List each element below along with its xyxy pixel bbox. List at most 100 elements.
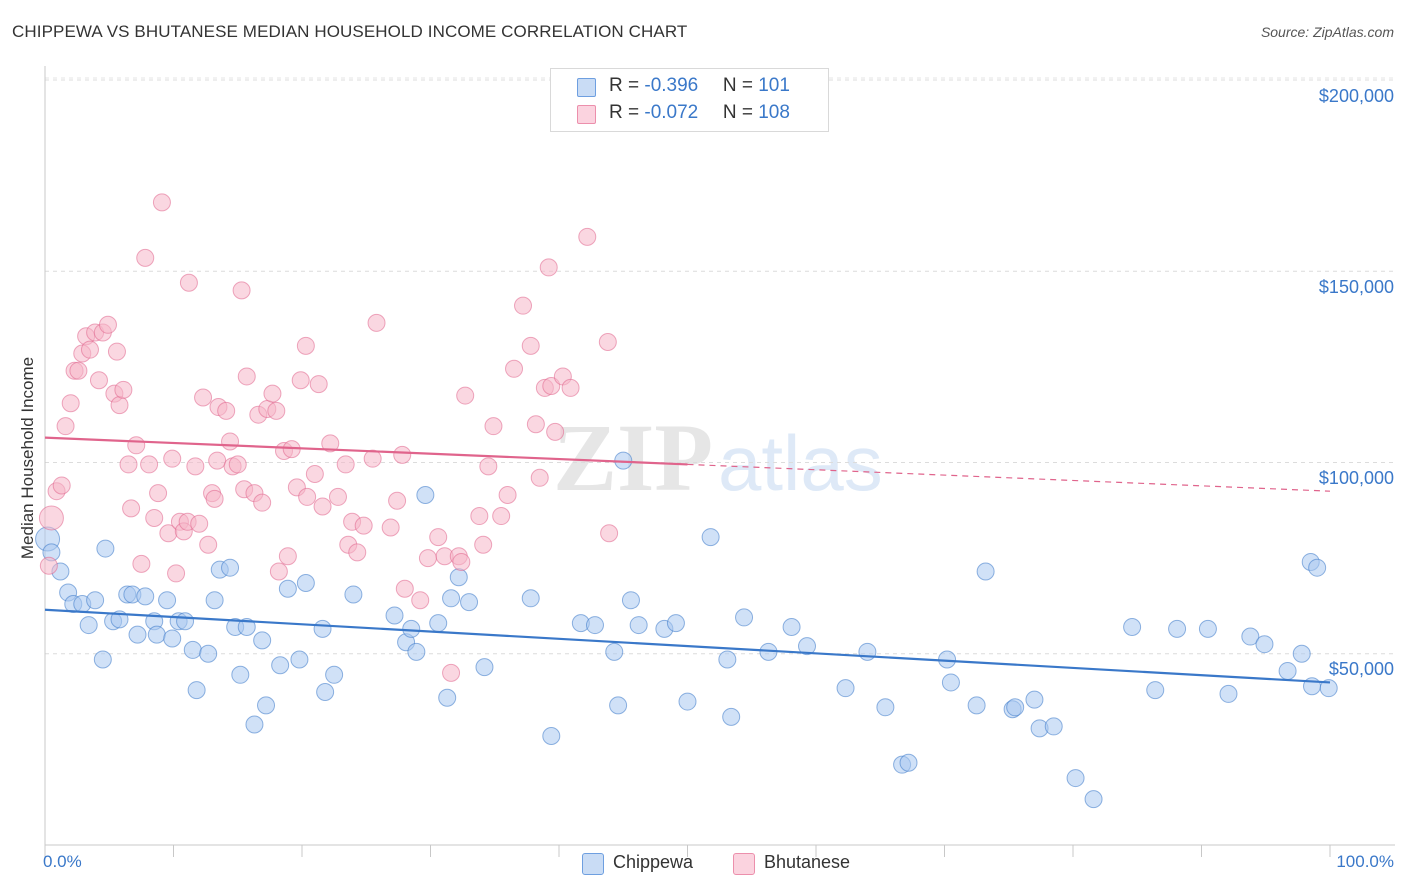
point-bhutanese bbox=[321, 434, 340, 453]
point-chippewa bbox=[967, 696, 986, 715]
legend-r-label: R = bbox=[609, 75, 645, 96]
correlation-legend: R = -0.396 N = 101 R = -0.072 N = 108 bbox=[550, 68, 829, 132]
legend-r-value: -0.396 bbox=[644, 75, 699, 96]
point-chippewa bbox=[253, 631, 272, 650]
point-chippewa bbox=[429, 614, 448, 633]
point-bhutanese bbox=[149, 484, 168, 503]
point-bhutanese bbox=[145, 508, 164, 527]
point-bhutanese bbox=[442, 663, 461, 682]
legend-n-value: 101 bbox=[758, 75, 790, 96]
legend-r-label: R = bbox=[609, 102, 645, 123]
point-bhutanese bbox=[205, 489, 224, 508]
trend-line-dashed-bhutanese bbox=[687, 463, 1331, 492]
point-chippewa bbox=[416, 486, 435, 505]
point-bhutanese bbox=[80, 340, 99, 359]
point-bhutanese bbox=[199, 535, 218, 554]
point-chippewa bbox=[1198, 619, 1217, 638]
point-bhutanese bbox=[411, 591, 430, 610]
point-chippewa bbox=[1066, 769, 1085, 788]
point-chippewa bbox=[701, 528, 720, 547]
point-bhutanese bbox=[367, 313, 386, 332]
legend-n-label: N = bbox=[722, 75, 759, 96]
point-chippewa bbox=[941, 673, 960, 692]
point-chippewa bbox=[128, 625, 147, 644]
point-bhutanese bbox=[600, 524, 619, 543]
bottom-legend-label-chippewa: Chippewa bbox=[613, 852, 694, 872]
point-chippewa bbox=[605, 642, 624, 661]
point-bhutanese bbox=[521, 336, 540, 355]
y-tick-label: $150,000 bbox=[1318, 277, 1394, 297]
point-bhutanese bbox=[484, 417, 503, 436]
point-chippewa bbox=[1006, 698, 1025, 717]
point-bhutanese bbox=[69, 361, 88, 380]
point-bhutanese bbox=[278, 547, 297, 566]
point-chippewa bbox=[621, 591, 640, 610]
point-chippewa bbox=[542, 726, 561, 745]
bottom-legend-swatch-chippewa bbox=[582, 853, 604, 875]
point-bhutanese bbox=[313, 497, 332, 516]
point-chippewa bbox=[290, 650, 309, 669]
point-chippewa bbox=[1241, 627, 1260, 646]
point-chippewa bbox=[237, 617, 256, 636]
point-bhutanese bbox=[598, 333, 617, 352]
point-chippewa bbox=[221, 558, 240, 577]
point-bhutanese bbox=[167, 564, 186, 583]
point-chippewa bbox=[1319, 679, 1338, 698]
point-bhutanese bbox=[336, 455, 355, 474]
point-bhutanese bbox=[89, 371, 108, 390]
point-bhutanese bbox=[269, 562, 288, 581]
point-chippewa bbox=[609, 696, 628, 715]
chart-title: CHIPPEWA VS BHUTANESE MEDIAN HOUSEHOLD I… bbox=[12, 22, 688, 41]
point-bhutanese bbox=[381, 518, 400, 537]
point-bhutanese bbox=[119, 455, 138, 474]
x-tick-label-min: 0.0% bbox=[43, 852, 82, 871]
point-chippewa bbox=[93, 650, 112, 669]
point-chippewa bbox=[163, 629, 182, 648]
point-chippewa bbox=[1123, 617, 1142, 636]
source-attribution: Source: ZipAtlas.com bbox=[1260, 24, 1394, 40]
point-bhutanese bbox=[263, 384, 282, 403]
point-chippewa bbox=[1308, 558, 1327, 577]
point-chippewa bbox=[678, 692, 697, 711]
point-bhutanese bbox=[530, 468, 549, 487]
point-bhutanese bbox=[363, 449, 382, 468]
point-chippewa bbox=[1219, 684, 1238, 703]
point-chippewa bbox=[976, 562, 995, 581]
point-chippewa bbox=[147, 625, 166, 644]
point-chippewa bbox=[278, 579, 297, 598]
point-chippewa bbox=[325, 665, 344, 684]
point-bhutanese bbox=[179, 273, 198, 292]
point-chippewa bbox=[205, 591, 224, 610]
point-bhutanese bbox=[542, 377, 561, 395]
legend-swatch-bhutanese bbox=[577, 105, 596, 124]
point-chippewa bbox=[1146, 681, 1165, 700]
point-chippewa bbox=[271, 656, 290, 675]
bottom-legend-label-bhutanese: Bhutanese bbox=[764, 852, 851, 872]
point-bhutanese bbox=[296, 336, 315, 355]
point-chippewa bbox=[1255, 635, 1274, 654]
point-bhutanese bbox=[208, 451, 227, 470]
point-bhutanese bbox=[267, 401, 286, 420]
point-bhutanese bbox=[107, 342, 126, 361]
point-bhutanese bbox=[56, 417, 75, 436]
point-bhutanese bbox=[539, 258, 558, 277]
point-chippewa bbox=[245, 715, 264, 734]
point-chippewa bbox=[735, 608, 754, 627]
point-bhutanese bbox=[38, 505, 64, 531]
point-chippewa bbox=[402, 619, 421, 638]
point-bhutanese bbox=[152, 193, 171, 212]
point-chippewa bbox=[438, 688, 457, 707]
point-bhutanese bbox=[136, 248, 155, 267]
point-bhutanese bbox=[98, 315, 117, 334]
point-chippewa bbox=[199, 644, 218, 663]
point-bhutanese bbox=[354, 516, 373, 535]
point-chippewa bbox=[798, 637, 817, 656]
y-tick-label: $100,000 bbox=[1318, 468, 1394, 488]
point-bhutanese bbox=[140, 455, 159, 474]
point-chippewa bbox=[629, 616, 648, 635]
point-bhutanese bbox=[163, 449, 182, 468]
point-chippewa bbox=[231, 665, 250, 684]
point-bhutanese bbox=[132, 554, 151, 573]
legend-swatch-chippewa bbox=[577, 78, 596, 97]
